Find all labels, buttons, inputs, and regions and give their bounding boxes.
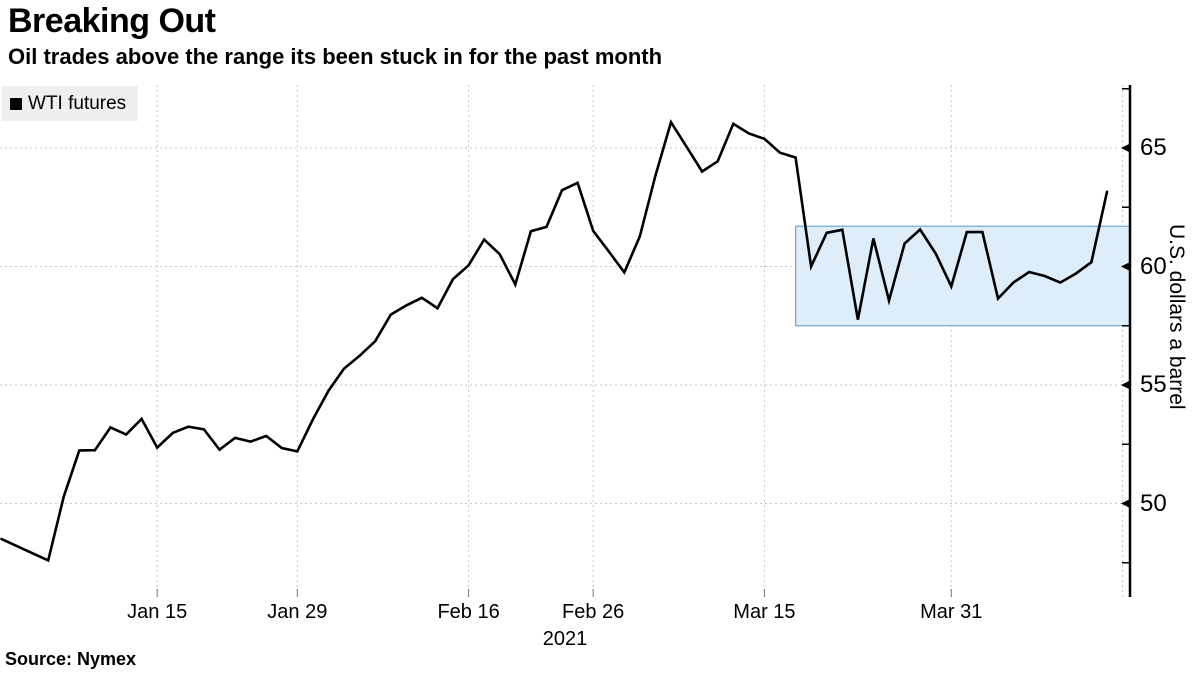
page-title: Breaking Out: [8, 2, 216, 40]
legend-swatch-icon: [10, 97, 22, 110]
x-axis-year-label: 2021: [542, 628, 588, 650]
legend: WTI futures: [2, 86, 139, 121]
x-tick-label: Feb 26: [562, 601, 625, 623]
range-highlight-band: [794, 225, 1131, 327]
y-tick-label: 50: [1140, 489, 1167, 517]
x-tick-label: Feb 16: [437, 601, 500, 623]
x-tick-label: Jan 15: [127, 601, 188, 623]
x-tick-label: Mar 31: [920, 601, 983, 623]
source-note: Source: Nymex: [5, 649, 137, 669]
y-tick-label: 55: [1140, 371, 1167, 398]
page-subtitle: Oil trades above the range its been stuc…: [8, 44, 663, 69]
y-major-tick: [1121, 143, 1130, 153]
y-axis-title: U.S. dollars a barrel: [1165, 224, 1188, 410]
legend-label: WTI futures: [28, 92, 127, 114]
y-major-tick: [1121, 499, 1130, 508]
y-major-tick: [1121, 262, 1130, 271]
y-major-tick: [1121, 380, 1130, 390]
y-tick-label: 65: [1140, 134, 1167, 161]
x-tick-label: Jan 29: [267, 601, 328, 623]
x-tick-label: Mar 15: [733, 601, 796, 623]
y-tick-label: 60: [1140, 252, 1167, 280]
wti-price-line: [0, 119, 1109, 563]
